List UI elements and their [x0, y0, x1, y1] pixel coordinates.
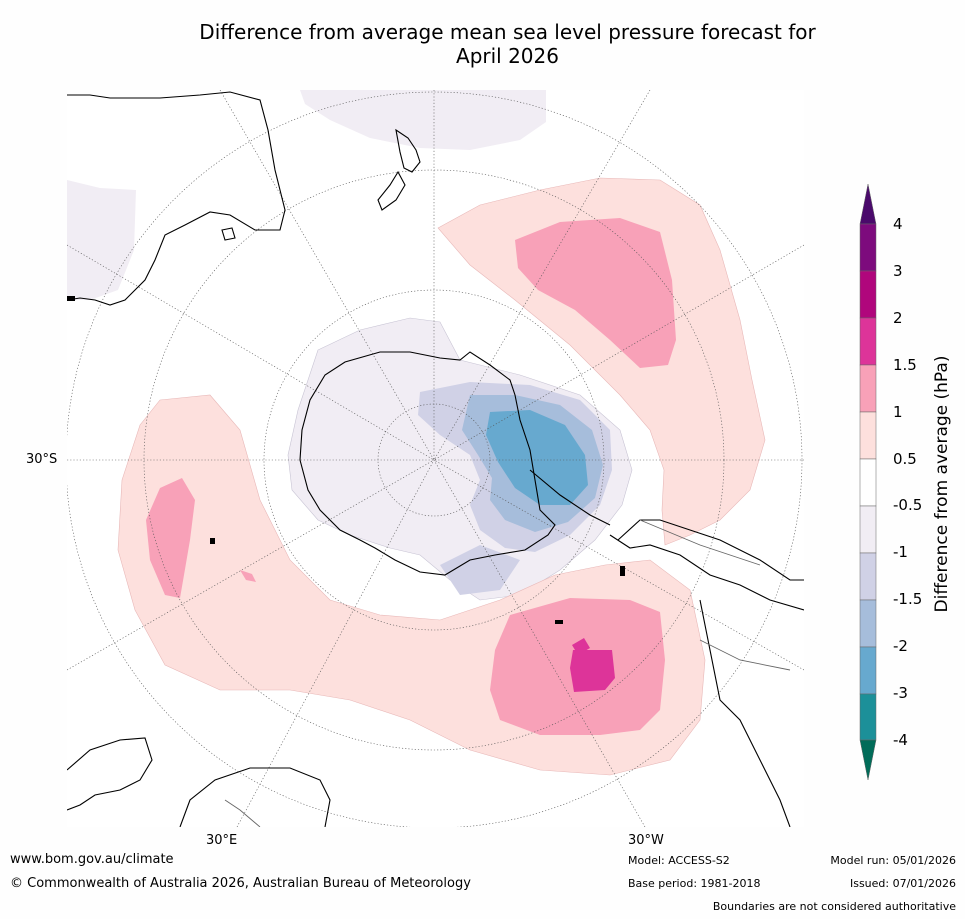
- colorbar-tick-label: 0.5: [893, 449, 917, 468]
- coast-australia: [67, 91, 286, 306]
- footer-model-run: Model run: 05/01/2026: [830, 854, 956, 867]
- map-title: Difference from average mean sea level p…: [0, 20, 965, 68]
- colorbar-tick-label: 1.5: [893, 355, 917, 374]
- colorbar-tick-label: -3: [893, 684, 908, 703]
- footer-disclaimer: Boundaries are not considered authoritat…: [712, 900, 956, 913]
- coastlines: [67, 91, 804, 827]
- footer-issued: Issued: 07/01/2026: [849, 877, 956, 890]
- footer-base-period: Base period: 1981-2018: [628, 877, 761, 890]
- coast-south-america-east: [699, 599, 791, 827]
- anomaly-region-pos-atlantic-max-small: [572, 638, 590, 655]
- colorbar-tick-label: 3: [893, 261, 903, 280]
- coast-antarctic-peninsula: [529, 469, 611, 526]
- lon-label-30e: 30°E: [206, 833, 238, 848]
- footer-website[interactable]: www.bom.gov.au/climate: [10, 852, 174, 867]
- anomaly-region-pos-indian-core: [146, 478, 195, 598]
- anomaly-region-pos-atlantic-max: [570, 650, 615, 692]
- colorbar-title: Difference from average (hPa): [932, 355, 952, 613]
- colorbar-tick-label: -1.5: [893, 590, 923, 609]
- borders: [224, 519, 791, 827]
- lat-label-30s: 30°S: [26, 452, 58, 467]
- coast-new-zealand-south: [377, 170, 406, 211]
- colorbar-below-4: [859, 739, 877, 781]
- colorbar-tick-label: 1: [893, 402, 903, 421]
- anomaly-region-pos-indian-small: [240, 570, 256, 582]
- colorbar-tick-label: -4: [893, 731, 908, 749]
- colorbar-tick-label: 2: [893, 308, 903, 327]
- anomaly-region-pos-pacific-core: [515, 218, 676, 368]
- graticule: [67, 90, 804, 827]
- anomaly-region-neg-1-to-1.5-lobe: [440, 545, 520, 595]
- title-line-2: April 2026: [456, 44, 559, 68]
- colorbar: [859, 183, 877, 781]
- coast-new-zealand-north: [395, 128, 421, 173]
- coast-africa: [67, 737, 153, 811]
- lon-label-30w: 30°W: [628, 833, 664, 848]
- footer-copyright: © Commonwealth of Australia 2026, Austra…: [10, 876, 471, 891]
- anomaly-region-neg-2-to-3: [486, 410, 588, 505]
- footer-model: Model: ACCESS-S2: [628, 854, 730, 867]
- colorbar-tick-label: -1: [893, 543, 908, 562]
- islands: [67, 296, 625, 624]
- coast-africa-south: [179, 767, 331, 827]
- anomaly-region-neg-australia: [67, 180, 136, 300]
- coast-tasmania: [221, 227, 236, 241]
- title-line-1: Difference from average mean sea level p…: [199, 20, 816, 44]
- coast-south-america: [617, 519, 804, 581]
- colorbar-above-4: [859, 183, 877, 225]
- colorbar-tick-label: 4: [893, 215, 903, 233]
- anomaly-region-neg-newzealand: [300, 90, 546, 150]
- colorbar-tick-label: -2: [893, 637, 908, 656]
- colorbar-tick-label: -0.5: [893, 496, 923, 515]
- coast-antarctica: [299, 351, 556, 576]
- coast-south-america-2: [609, 534, 804, 611]
- map-frame: [67, 90, 804, 827]
